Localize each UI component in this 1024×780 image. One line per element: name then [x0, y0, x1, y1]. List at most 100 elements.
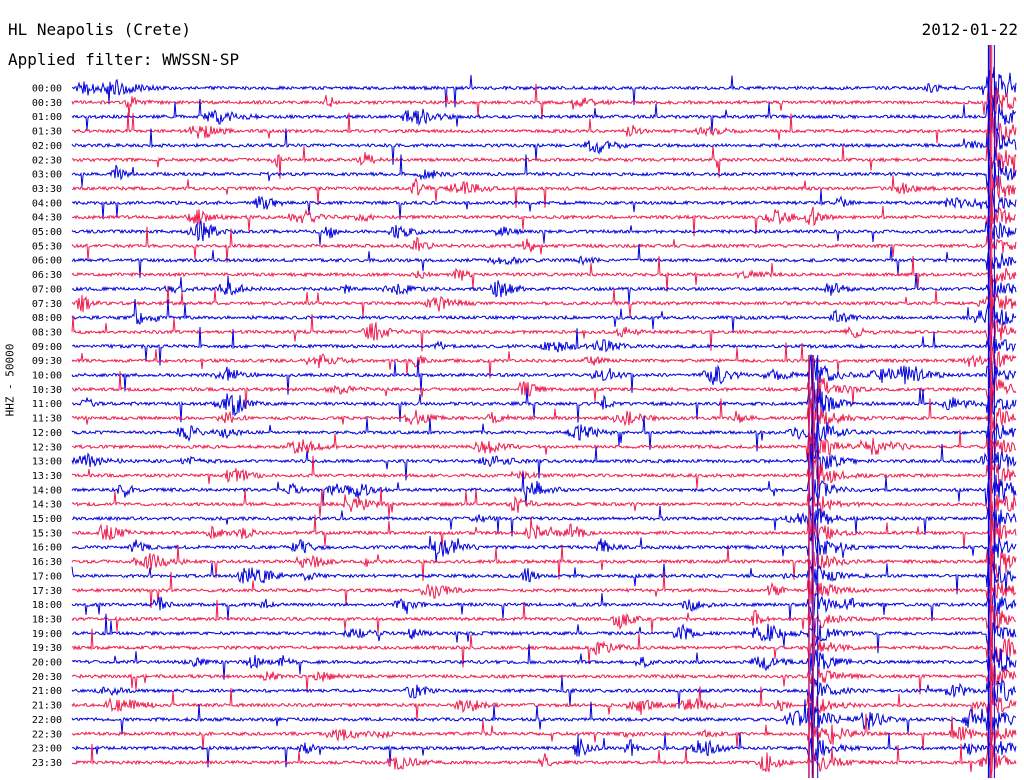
row-time-label: 14:30	[32, 500, 62, 511]
filter-label: Applied filter: WWSSN-SP	[8, 50, 240, 69]
row-time-label: 08:30	[32, 327, 62, 338]
seismogram-trace	[71, 472, 1017, 507]
seismogram-trace	[71, 398, 1017, 439]
seismogram-trace	[71, 532, 1017, 563]
seismogram-trace	[71, 644, 1017, 680]
seismogram-trace	[72, 505, 1017, 537]
seismogram-trace	[71, 154, 1017, 190]
seismogram-traces	[71, 45, 1017, 778]
row-time-label: 21:30	[32, 701, 62, 712]
row-time-label: 19:30	[32, 643, 62, 654]
row-time-label: 07:00	[32, 284, 62, 295]
row-time-label: 17:00	[32, 571, 62, 582]
row-time-label: 12:00	[32, 428, 62, 439]
seismogram-trace	[71, 326, 1017, 366]
row-time-label: 04:00	[32, 198, 62, 209]
row-time-label: 00:00	[32, 84, 62, 95]
seismogram-trace	[71, 220, 1017, 245]
row-time-label: 14:00	[32, 485, 62, 496]
row-tick-labels: 00:00 00:30 01:00 01:30 02:00 02:30 03:00 03:30…	[32, 84, 62, 769]
seismogram-trace	[71, 272, 1017, 305]
row-time-label: 13:00	[32, 457, 62, 468]
row-time-label: 01:00	[32, 112, 62, 123]
seismogram-trace	[72, 571, 1017, 609]
seismogram-trace	[71, 175, 1017, 211]
row-time-label: 01:30	[32, 127, 62, 138]
seismogram-trace	[71, 699, 1017, 737]
seismogram-trace	[71, 686, 1017, 721]
seismogram-trace	[71, 299, 1017, 334]
row-time-label: 19:00	[32, 629, 62, 640]
seismogram-trace	[71, 313, 1017, 352]
seismogram-trace	[71, 202, 1017, 237]
row-time-label: 18:30	[32, 614, 62, 625]
seismogram-trace	[71, 255, 1017, 292]
row-time-label: 06:30	[32, 270, 62, 281]
row-time-label: 08:00	[32, 313, 62, 324]
seismogram-trace	[71, 514, 1017, 551]
seismogram-trace	[71, 226, 1017, 263]
row-time-label: 06:00	[32, 256, 62, 267]
seismogram-trace	[71, 144, 1017, 179]
row-time-label: 02:30	[32, 155, 62, 166]
seismogram-trace	[71, 425, 1017, 465]
row-time-label: 22:00	[32, 715, 62, 726]
seismogram-trace	[71, 455, 1017, 499]
row-time-label: 00:30	[32, 98, 62, 109]
station-title: HL Neapolis (Crete)	[8, 20, 192, 39]
row-time-label: 12:30	[32, 442, 62, 453]
row-time-label: 13:30	[32, 471, 62, 482]
seismogram-trace	[71, 342, 1017, 379]
row-time-label: 10:00	[32, 371, 62, 382]
row-time-label: 09:00	[32, 342, 62, 353]
row-time-label: 09:30	[32, 356, 62, 367]
row-time-label: 03:30	[32, 184, 62, 195]
row-time-label: 18:00	[32, 600, 62, 611]
row-time-label: 07:30	[32, 299, 62, 310]
seismogram-trace	[71, 599, 1017, 634]
seismogram-trace	[71, 628, 1017, 668]
seismogram-trace	[71, 413, 1017, 453]
row-time-label: 04:30	[32, 213, 62, 224]
seismogram-trace	[71, 613, 1017, 654]
date-label: 2012-01-22	[921, 20, 1018, 39]
row-time-label: 11:00	[32, 399, 62, 410]
row-time-label: 23:30	[32, 758, 62, 769]
seismogram-trace	[71, 561, 1017, 595]
seismogram-trace	[71, 732, 1017, 768]
seismogram-trace	[71, 371, 1017, 409]
seismogram-trace	[71, 354, 1017, 395]
seismogram-trace	[71, 676, 1017, 709]
row-time-label: 05:00	[32, 227, 62, 238]
row-time-label: 17:30	[32, 586, 62, 597]
seismogram-trace	[71, 66, 1017, 108]
seismogram-trace	[71, 544, 1017, 581]
row-time-label: 23:00	[32, 744, 62, 755]
row-time-label: 11:30	[32, 414, 62, 425]
seismogram-trace	[71, 188, 1017, 220]
seismogram-trace	[71, 285, 1017, 321]
row-time-label: 20:30	[32, 672, 62, 683]
seismogram-trace	[71, 661, 1017, 695]
seismogram-trace	[71, 96, 1017, 134]
seismogram-trace	[71, 243, 1017, 278]
row-time-label: 20:00	[32, 658, 62, 669]
row-time-label: 15:00	[32, 514, 62, 525]
seismogram-trace	[71, 713, 1017, 751]
seismogram-trace	[71, 591, 1017, 622]
seismogram-trace	[71, 128, 1017, 171]
row-time-label: 22:30	[32, 729, 62, 740]
seismogram-trace	[71, 488, 1017, 518]
row-time-label: 10:30	[32, 385, 62, 396]
seismogram-trace	[71, 112, 1017, 148]
row-time-label: 05:30	[32, 241, 62, 252]
row-time-label: 03:00	[32, 170, 62, 181]
row-time-label: 15:30	[32, 528, 62, 539]
seismogram-trace	[71, 381, 1017, 425]
row-time-label: 02:00	[32, 141, 62, 152]
seismogram-trace	[71, 443, 1017, 481]
row-time-label: 21:00	[32, 686, 62, 697]
row-time-label: 16:30	[32, 557, 62, 568]
seismogram-trace	[71, 743, 1017, 776]
